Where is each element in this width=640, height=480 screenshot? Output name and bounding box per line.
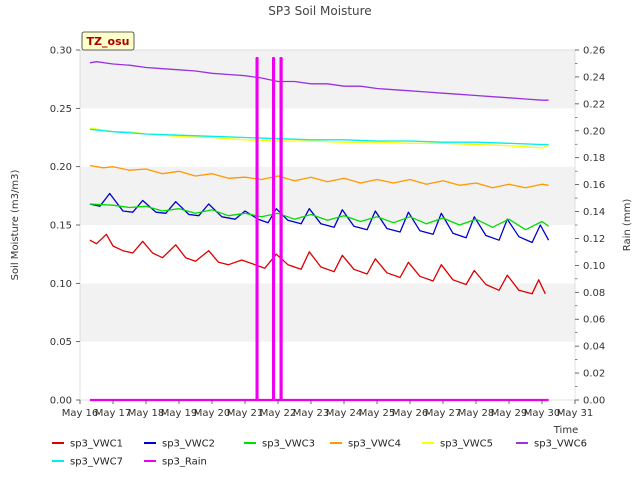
x-tick-label: May 24: [326, 408, 363, 419]
y2-tick-label: 0.04: [583, 342, 605, 353]
x-tick-label: May 16: [62, 408, 99, 419]
y-tick-label: 0.25: [50, 104, 72, 115]
legend-item: sp3_VWC5: [422, 439, 493, 450]
legend-item: sp3_Rain: [144, 457, 207, 468]
y2-tick-label: 0.02: [583, 369, 605, 380]
legend-label: sp3_VWC4: [348, 439, 401, 450]
series-line-sp3-vwc7: [89, 128, 549, 146]
x-tick-label: May 18: [128, 408, 165, 419]
y2-axis-title: Rain (mm): [622, 199, 633, 252]
legend-item: sp3_VWC1: [52, 439, 123, 450]
plot-band: [80, 225, 575, 284]
y2-tick-label: 0.20: [583, 126, 605, 137]
y2-tick-label: 0.14: [583, 207, 605, 218]
x-axis-title: Time: [553, 425, 578, 436]
legend-item: sp3_VWC7: [52, 457, 123, 468]
site-badge: TZ_osu: [81, 31, 135, 51]
series-line-sp3-vwc4: [89, 164, 549, 189]
site-badge-label: TZ_osu: [87, 35, 130, 48]
y-tick-label: 0.00: [50, 396, 72, 407]
y2-tick-label: 0.18: [583, 153, 605, 164]
legend-label: sp3_Rain: [162, 457, 207, 468]
x-tick-label: May 23: [293, 408, 330, 419]
x-tick-label: May 27: [425, 408, 462, 419]
series-line-sp3-vwc2: [89, 192, 550, 244]
plot-band: [80, 341, 575, 400]
plot-band: [80, 283, 575, 342]
y-tick-label: 0.15: [50, 221, 72, 232]
y-tick-label: 0.05: [50, 337, 72, 348]
x-tick-label: May 20: [194, 408, 231, 419]
x-tick-label: May 31: [557, 408, 594, 419]
y2-tick-label: 0.08: [583, 288, 605, 299]
x-tick-label: May 26: [392, 408, 429, 419]
legend-label: sp3_VWC7: [70, 457, 123, 468]
series-line-sp3-vwc6: [89, 61, 549, 101]
plot-background-bands: [80, 50, 575, 400]
series-line-sp3-rain: [89, 56, 549, 402]
y2-tick-label: 0.12: [583, 234, 605, 245]
series-layer: [89, 56, 550, 402]
y-axis-right: 0.00 0.02 0.04 0.06 0.08 0.10 0.12 0.14 0.16 0.18…: [575, 46, 605, 407]
plot-band: [80, 166, 575, 225]
legend-label: sp3_VWC2: [162, 439, 215, 450]
x-tick-label: May 25: [359, 408, 396, 419]
y-axis-left: 0.00 0.05 0.10 0.15 0.20 0.25 0.30: [50, 46, 80, 407]
legend-label: sp3_VWC5: [440, 439, 493, 450]
legend-item: sp3_VWC2: [144, 439, 215, 450]
site-badge-box: [81, 31, 135, 51]
y-axis-title: Soil Moisture (m3/m3): [10, 170, 21, 281]
y2-tick-label: 0.22: [583, 99, 605, 110]
legend-item: sp3_VWC4: [330, 439, 401, 450]
legend-item: sp3_VWC6: [516, 439, 587, 450]
chart-title: SP3 Soil Moisture: [268, 4, 371, 18]
y2-tick-label: 0.00: [583, 396, 605, 407]
x-tick-label: May 17: [95, 408, 132, 419]
x-tick-label: May 22: [260, 408, 297, 419]
x-tick-label: May 21: [227, 408, 264, 419]
y-tick-label: 0.20: [50, 162, 72, 173]
y2-tick-label: 0.26: [583, 46, 605, 57]
legend-label: sp3_VWC1: [70, 439, 123, 450]
series-line-sp3-vwc3: [89, 203, 549, 231]
y-tick-label: 0.30: [50, 46, 72, 57]
x-tick-label: May 19: [161, 408, 198, 419]
y2-tick-label: 0.16: [583, 180, 605, 191]
y-tick-label: 0.10: [50, 279, 72, 290]
x-tick-label: May 28: [458, 408, 495, 419]
x-tick-label: May 29: [491, 408, 528, 419]
y2-tick-label: 0.24: [583, 72, 605, 83]
legend-item: sp3_VWC3: [244, 439, 315, 450]
legend: sp3_VWC1 sp3_VWC2 sp3_VWC3 sp3_VWC4 sp3_VWC5…: [52, 439, 587, 468]
y2-tick-label: 0.06: [583, 315, 605, 326]
plot-band: [80, 50, 575, 109]
y2-tick-label: 0.10: [583, 261, 605, 272]
x-tick-label: May 30: [524, 408, 561, 419]
plot-band: [80, 108, 575, 167]
legend-label: sp3_VWC6: [534, 439, 587, 450]
legend-label: sp3_VWC3: [262, 439, 315, 450]
series-line-sp3-vwc1: [89, 233, 546, 295]
